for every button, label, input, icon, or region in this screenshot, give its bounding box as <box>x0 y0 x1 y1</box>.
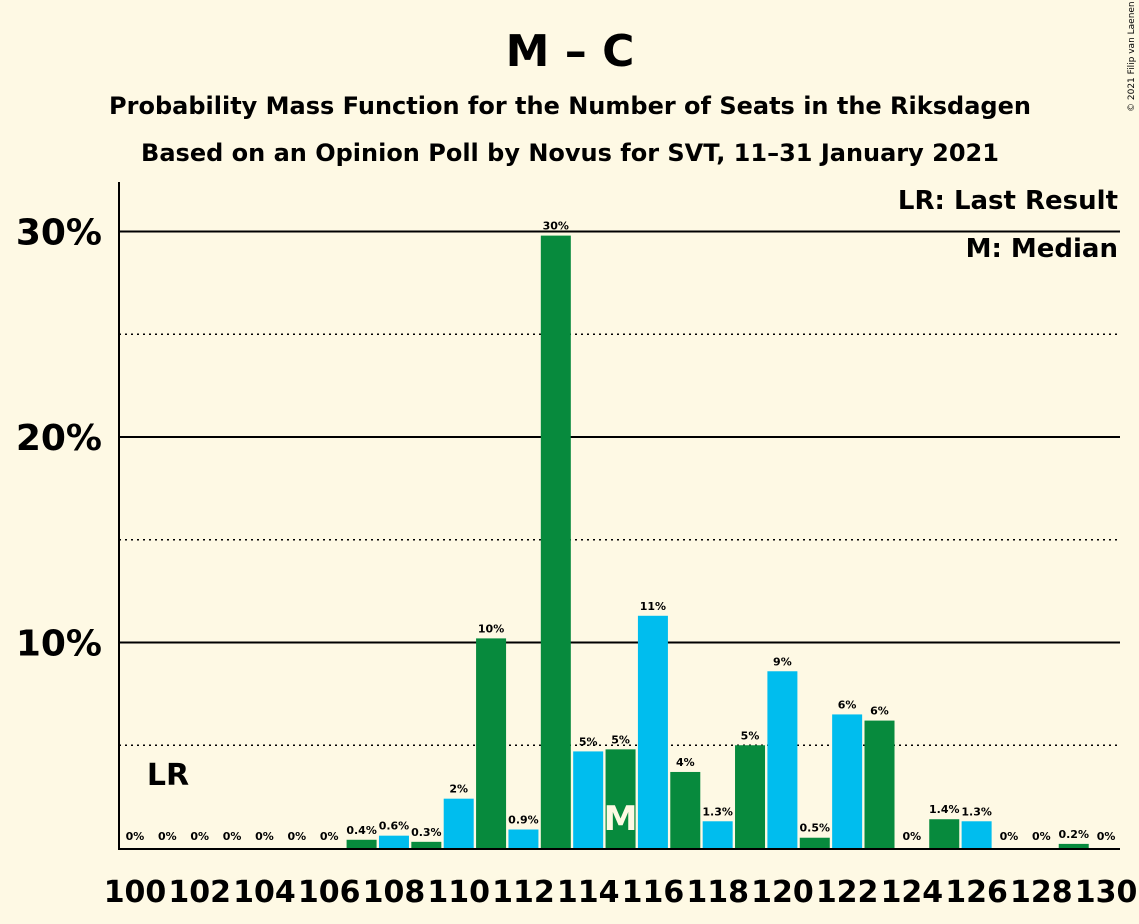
data-label-120: 9% <box>773 655 792 668</box>
bar-126 <box>961 821 992 848</box>
gridlines <box>119 230 1120 746</box>
data-label-119: 5% <box>741 729 760 742</box>
chart-subtitle-2: Based on an Opinion Poll by Novus for SV… <box>141 139 999 167</box>
data-label-130: 0% <box>1097 830 1116 843</box>
data-label-111: 10% <box>478 622 504 635</box>
data-label-122: 6% <box>838 698 857 711</box>
x-tick-label: 126 <box>945 875 1008 910</box>
bar-118 <box>702 821 733 848</box>
bar-119 <box>735 745 766 848</box>
data-label-126: 1.3% <box>961 805 992 818</box>
x-tick-label: 102 <box>168 875 231 910</box>
x-tick-label: 128 <box>1010 875 1073 910</box>
bar-107 <box>346 839 377 848</box>
x-axis-ticks: 100 102 104 106 108 110 112 114 116 118 120 122 124 1… <box>104 875 1138 910</box>
x-tick-label: 118 <box>686 875 749 910</box>
data-label-108: 0.6% <box>379 820 410 833</box>
x-tick-label: 114 <box>557 875 620 910</box>
data-label-128: 0% <box>1032 830 1051 843</box>
data-label-110: 2% <box>449 783 468 796</box>
data-labels: 0% 0% 0% 0% 0% 0% 0% 0.4% 0.6% 0.3% 2% 10% 0.9% 30% 5%… <box>126 220 1116 843</box>
data-label-104: 0% <box>255 830 274 843</box>
y-axis-ticks: 10% 20% 30% <box>16 213 102 665</box>
x-tick-label: 124 <box>881 875 944 910</box>
x-tick-label: 120 <box>751 875 814 910</box>
x-tick-label: 108 <box>363 875 426 910</box>
bar-125 <box>929 819 960 848</box>
bar-120 <box>767 671 798 848</box>
data-label-106: 0% <box>320 830 339 843</box>
bar-110 <box>443 798 474 848</box>
data-label-107: 0.4% <box>346 824 377 837</box>
data-label-103: 0% <box>223 830 242 843</box>
data-label-124: 0% <box>903 830 922 843</box>
bar-114 <box>573 751 604 848</box>
x-tick-label: 100 <box>104 875 167 910</box>
data-label-127: 0% <box>1000 830 1019 843</box>
x-tick-label: 130 <box>1075 875 1138 910</box>
bar-117 <box>670 771 701 848</box>
data-label-125: 1.4% <box>929 803 960 816</box>
x-tick-label: 106 <box>298 875 361 910</box>
data-label-112: 0.9% <box>508 814 539 827</box>
last-result-marker: LR <box>147 758 189 793</box>
x-tick-label: 112 <box>492 875 555 910</box>
data-label-105: 0% <box>288 830 307 843</box>
bar-122 <box>832 714 863 848</box>
bar-108 <box>378 835 409 848</box>
data-label-118: 1.3% <box>702 805 733 818</box>
bar-123 <box>864 720 895 848</box>
bar-121 <box>799 837 830 848</box>
x-tick-label: 122 <box>816 875 879 910</box>
x-tick-label: 116 <box>622 875 685 910</box>
chart-title: M – C <box>506 26 635 77</box>
y-tick-label: 20% <box>16 418 102 459</box>
data-label-113: 30% <box>543 220 569 233</box>
y-tick-label: 30% <box>16 213 102 254</box>
data-label-101: 0% <box>158 830 177 843</box>
data-label-121: 0.5% <box>800 822 831 835</box>
data-label-117: 4% <box>676 756 695 769</box>
bar-111 <box>476 638 507 848</box>
x-tick-label: 110 <box>427 875 490 910</box>
x-tick-label: 104 <box>233 875 296 910</box>
data-label-100: 0% <box>126 830 145 843</box>
bars <box>346 235 1089 849</box>
bar-109 <box>411 841 442 848</box>
data-label-114: 5% <box>579 735 598 748</box>
bar-116 <box>637 615 668 848</box>
median-marker: M <box>604 799 638 839</box>
data-label-123: 6% <box>870 705 889 718</box>
legend-last-result: LR: Last Result <box>898 186 1118 216</box>
data-label-115: 5% <box>611 733 630 746</box>
data-label-116: 11% <box>640 600 666 613</box>
bar-129 <box>1058 843 1089 848</box>
copyright-text: © 2021 Filip van Laenen <box>1127 1 1137 112</box>
chart-subtitle-1: Probability Mass Function for the Number… <box>109 92 1031 120</box>
y-tick-label: 10% <box>16 624 102 665</box>
data-label-129: 0.2% <box>1058 828 1089 841</box>
data-label-109: 0.3% <box>411 826 442 839</box>
bar-115 <box>605 749 636 848</box>
data-label-102: 0% <box>190 830 209 843</box>
bar-112 <box>508 829 539 848</box>
legend-median: M: Median <box>966 234 1118 264</box>
bar-113 <box>540 235 571 849</box>
